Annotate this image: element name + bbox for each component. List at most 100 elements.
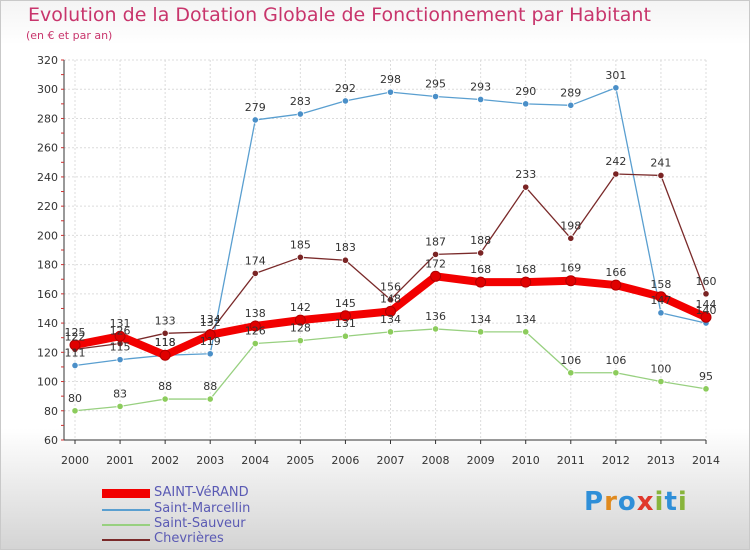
data-point-3 <box>430 270 442 282</box>
data-label-2: 156 <box>380 281 401 294</box>
plot-area <box>64 60 706 440</box>
data-label-2: 187 <box>425 235 446 248</box>
y-tick-label: 300 <box>37 83 58 96</box>
data-label-3: 125 <box>65 326 86 339</box>
data-label-0: 289 <box>560 86 581 99</box>
data-label-0: 119 <box>200 335 221 348</box>
x-tick-label: 2007 <box>377 454 405 467</box>
y-tick-label: 180 <box>37 259 58 272</box>
x-tick-label: 2014 <box>692 454 720 467</box>
logo-letter: x <box>636 487 655 517</box>
proxiti-logo: Proxiti <box>584 487 688 517</box>
data-label-0: 301 <box>605 69 626 82</box>
data-label-1: 131 <box>335 317 356 330</box>
data-label-1: 126 <box>245 325 266 338</box>
data-label-1: 128 <box>290 322 311 335</box>
data-point-0 <box>116 356 124 364</box>
data-point-2 <box>567 234 575 242</box>
data-label-2: 185 <box>290 238 311 251</box>
data-point-1 <box>477 328 485 336</box>
legend-swatch-saint-marcellin <box>102 509 150 511</box>
legend-label-saint-marcellin: Saint-Marcellin <box>154 501 251 516</box>
data-label-0: 111 <box>65 346 86 359</box>
data-label-0: 147 <box>650 294 671 307</box>
data-point-3 <box>69 339 81 351</box>
data-label-3: 138 <box>245 307 266 320</box>
x-tick-label: 2008 <box>422 454 450 467</box>
x-tick-label: 2003 <box>196 454 224 467</box>
y-tick-label: 320 <box>37 54 58 67</box>
x-tick-label: 2012 <box>602 454 630 467</box>
data-label-1: 134 <box>380 313 401 326</box>
data-label-1: 88 <box>158 380 172 393</box>
data-label-3: 168 <box>515 263 536 276</box>
data-label-2: 183 <box>335 241 356 254</box>
data-point-2 <box>702 290 710 298</box>
data-point-2 <box>386 296 395 304</box>
legend-swatch-saint-verand <box>102 489 150 498</box>
data-point-0 <box>522 100 530 108</box>
data-label-0: 118 <box>155 336 176 349</box>
data-label-0: 298 <box>380 73 401 86</box>
x-tick-label: 2002 <box>151 454 179 467</box>
data-point-1 <box>296 337 304 345</box>
data-point-3 <box>475 276 487 288</box>
data-point-1 <box>386 328 395 336</box>
data-point-3 <box>339 310 351 322</box>
logo-letter: r <box>604 487 618 517</box>
data-point-3 <box>655 291 667 303</box>
data-label-1: 134 <box>470 313 491 326</box>
data-point-2 <box>251 269 259 277</box>
data-label-1: 106 <box>605 354 626 367</box>
data-point-1 <box>116 402 124 410</box>
data-label-0: 292 <box>335 82 356 95</box>
data-point-1 <box>341 332 350 340</box>
data-label-1: 100 <box>650 363 671 376</box>
legend-swatch-saint-sauveur <box>102 524 150 526</box>
y-tick-label: 260 <box>37 142 58 155</box>
data-label-0: 290 <box>515 85 536 98</box>
data-label-3: 118 <box>155 336 176 349</box>
x-tick-label: 2004 <box>241 454 269 467</box>
data-point-0 <box>386 88 395 96</box>
data-point-0 <box>477 95 485 104</box>
data-label-2: 122 <box>65 330 86 343</box>
data-label-3: 166 <box>605 266 626 279</box>
data-point-2 <box>431 250 440 258</box>
data-point-3 <box>385 305 396 317</box>
y-tick-label: 240 <box>37 171 58 184</box>
data-label-0: 295 <box>425 78 446 91</box>
data-point-1 <box>431 325 440 333</box>
data-point-3 <box>294 314 306 326</box>
data-point-0 <box>341 97 350 105</box>
data-point-3 <box>249 320 261 332</box>
data-label-3: 142 <box>290 301 311 314</box>
data-label-2: 242 <box>605 155 626 168</box>
data-point-0 <box>71 361 79 370</box>
logo-letter: o <box>617 487 637 517</box>
data-label-2: 126 <box>110 325 131 338</box>
data-point-1 <box>657 377 665 386</box>
data-point-2 <box>161 329 169 337</box>
data-label-3: 132 <box>200 316 221 329</box>
data-label-2: 241 <box>650 156 671 169</box>
data-point-0 <box>296 110 304 118</box>
y-tick-label: 140 <box>37 317 58 330</box>
data-point-3 <box>520 276 532 288</box>
data-point-3 <box>700 311 712 323</box>
x-tick-label: 2005 <box>286 454 314 467</box>
data-point-2 <box>477 249 485 257</box>
data-point-1 <box>161 395 169 403</box>
data-point-1 <box>612 369 620 377</box>
data-point-3 <box>565 275 577 287</box>
data-point-1 <box>71 407 79 415</box>
y-tick-label: 80 <box>44 405 58 418</box>
x-tick-label: 2009 <box>467 454 495 467</box>
data-point-1 <box>522 328 530 336</box>
x-tick-label: 2006 <box>331 454 359 467</box>
data-label-2: 133 <box>155 314 176 327</box>
data-label-3: 148 <box>380 292 401 305</box>
y-tick-label: 280 <box>37 112 58 125</box>
data-label-3: 172 <box>425 257 446 270</box>
data-label-1: 106 <box>560 354 581 367</box>
